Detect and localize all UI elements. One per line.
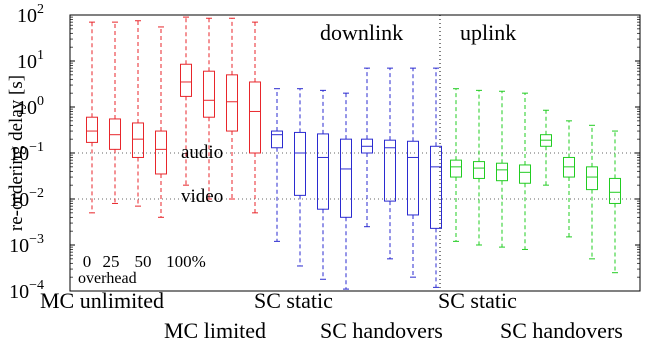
overhead-label-50: 50 [135, 252, 152, 271]
box-iqr [519, 164, 531, 184]
box-5-3 [609, 130, 621, 274]
box-4-1 [473, 89, 485, 246]
y-tick-label: 10−4 [9, 278, 44, 303]
box-4-2 [496, 90, 508, 248]
group-label-downlink-sc-static: SC static [254, 288, 333, 313]
box-iqr [450, 159, 462, 178]
box-iqr [430, 145, 442, 229]
box-plot-series [86, 16, 621, 290]
group-label-downlink-sc-handovers: SC handovers [320, 318, 443, 343]
ref-label-audio: audio [181, 142, 223, 163]
box-0-2 [132, 20, 144, 207]
box-2-2 [317, 89, 329, 280]
box-1-3 [249, 21, 261, 214]
y-tick-label: 101 [17, 48, 44, 73]
box-0-3 [155, 26, 167, 218]
box-iqr [271, 130, 283, 149]
box-iqr [384, 139, 396, 202]
box-iqr [317, 133, 329, 210]
box-2-1 [294, 88, 306, 267]
group-0 [86, 20, 167, 218]
box-3-2 [407, 67, 419, 278]
box-iqr [294, 131, 306, 196]
y-tick-exponent: −3 [29, 232, 44, 247]
box-3-1 [384, 67, 396, 260]
box-iqr [609, 177, 621, 204]
y-axis-ticks [70, 14, 640, 292]
y-tick-exponent: −2 [29, 186, 44, 201]
overhead-label-0: 0 [83, 252, 92, 271]
box-iqr [180, 63, 192, 97]
y-tick-exponent: 0 [37, 94, 44, 109]
y-tick-exponent: −1 [29, 140, 44, 155]
group-label-uplink-sc-static: SC static [438, 288, 517, 313]
box-iqr [586, 166, 598, 191]
reference-lines [70, 152, 640, 200]
box-iqr [203, 70, 215, 118]
box-2-3 [340, 92, 352, 290]
group-5 [540, 109, 621, 274]
group-1 [180, 16, 261, 214]
overhead-caption: overhead [78, 270, 137, 287]
box-iqr [109, 118, 121, 150]
box-2-0 [271, 88, 283, 242]
group-label-mc-unlimited: MC unlimited [40, 288, 164, 313]
overhead-label-100: 100% [166, 252, 206, 271]
box-iqr [407, 140, 419, 216]
box-iqr [155, 130, 167, 175]
box-1-1 [203, 17, 215, 200]
box-iqr [340, 138, 352, 218]
y-tick-exponent: 1 [37, 48, 44, 63]
y-tick-exponent: 2 [37, 2, 44, 17]
box-1-2 [226, 17, 238, 200]
box-iqr [473, 161, 485, 179]
group-label-uplink-sc-handovers: SC handovers [500, 318, 623, 343]
box-0-0 [86, 21, 98, 214]
ref-label-video: video [181, 186, 223, 207]
section-label-uplink: uplink [460, 20, 516, 45]
group-2 [271, 88, 352, 290]
group-label-mc-limited: MC limited [164, 318, 266, 343]
y-tick-label: 10−3 [9, 232, 44, 257]
box-4-0 [450, 88, 462, 242]
box-1-0 [180, 16, 192, 186]
box-0-1 [109, 21, 121, 204]
y-tick-label: 102 [17, 2, 44, 27]
box-5-1 [563, 120, 575, 238]
group-4 [450, 88, 531, 250]
box-4-3 [519, 92, 531, 250]
box-3-3 [430, 67, 442, 288]
overhead-label-25: 25 [103, 252, 120, 271]
box-3-0 [361, 67, 373, 228]
box-5-0 [540, 109, 552, 186]
box-iqr [496, 162, 508, 182]
group-3 [361, 67, 442, 288]
section-label-downlink: downlink [320, 20, 403, 45]
box-iqr [249, 81, 261, 154]
box-iqr [226, 74, 238, 132]
y-tick-exponent: −4 [29, 278, 44, 293]
box-iqr [132, 122, 144, 158]
box-5-2 [586, 124, 598, 260]
y-axis-label: re-ordering delay [s] [6, 75, 27, 231]
box-iqr [86, 116, 98, 143]
